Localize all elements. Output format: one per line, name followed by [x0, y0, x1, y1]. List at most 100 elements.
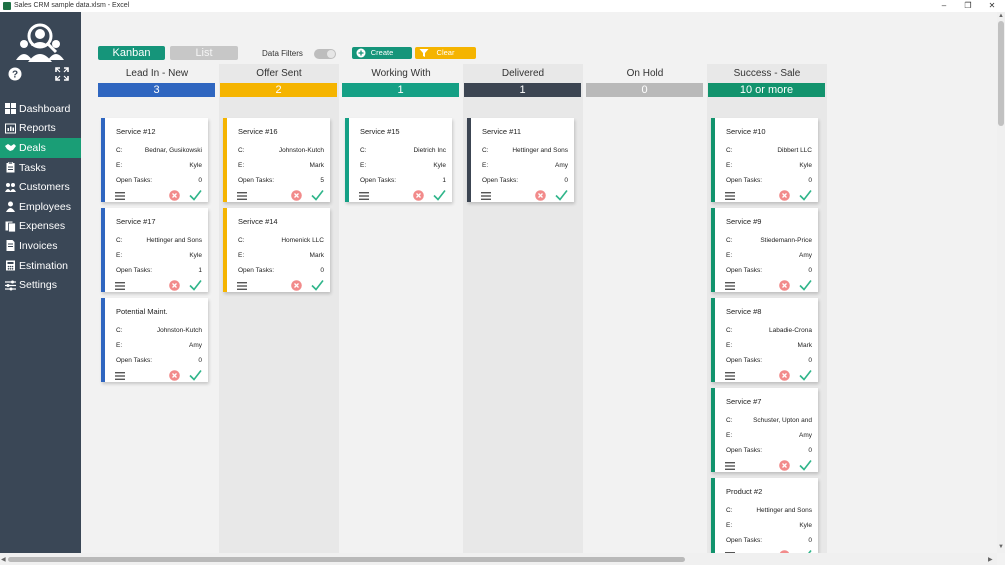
employee-label: E: — [116, 162, 123, 169]
window-titlebar: Sales CRM sample data.xlsm - Excel – ❐ ✕ — [0, 0, 1005, 12]
reject-icon[interactable] — [779, 190, 790, 201]
deal-title: Service #15 — [360, 127, 400, 136]
deal-card[interactable]: Service #9 C: Stiedemann-Price E: Amy Open Ta… — [711, 208, 818, 292]
customer-value: Hettinger and Sons — [756, 507, 812, 514]
hamburger-menu-icon[interactable] — [115, 192, 125, 200]
fullscreen-icon[interactable] — [55, 67, 69, 81]
hamburger-menu-icon[interactable] — [115, 372, 125, 380]
approve-check-icon[interactable] — [799, 189, 812, 201]
reject-icon[interactable] — [779, 280, 790, 291]
open-tasks-row: Open Tasks: 0 — [116, 357, 202, 364]
sidebar-item-settings[interactable]: Settings — [0, 275, 81, 295]
hamburger-menu-icon[interactable] — [725, 192, 735, 200]
customer-row: C: Bednar, Gusikowski — [116, 147, 202, 154]
approve-check-icon[interactable] — [555, 189, 568, 201]
reject-icon[interactable] — [779, 460, 790, 471]
help-icon[interactable]: ? — [8, 67, 22, 81]
open-tasks-row: Open Tasks: 5 — [238, 177, 324, 184]
sidebar-item-invoices[interactable]: Invoices — [0, 236, 81, 256]
kanban-column: On Hold 0 — [585, 64, 705, 553]
deal-card[interactable]: Service #12 C: Bednar, Gusikowski E: Kyle Ope… — [101, 118, 208, 202]
create-button[interactable]: Create — [352, 47, 412, 59]
scroll-down-icon[interactable]: ▼ — [998, 544, 1004, 550]
hamburger-menu-icon[interactable] — [725, 282, 735, 290]
deal-card[interactable]: Potential Maint. C: Johnston-Kutch E: Amy Ope… — [101, 298, 208, 382]
column-title: Success - Sale — [733, 68, 801, 79]
approve-check-icon[interactable] — [311, 279, 324, 291]
sidebar-item-customers[interactable]: Customers — [0, 177, 81, 197]
deal-card[interactable]: Service #15 C: Dietrich Inc E: Kyle Open Task… — [345, 118, 452, 202]
reject-icon[interactable] — [169, 370, 180, 381]
kanban-view-button[interactable]: Kanban — [98, 46, 165, 60]
clear-filters-button[interactable]: Clear — [415, 47, 476, 59]
expenses-icon — [5, 221, 16, 232]
reject-icon[interactable] — [169, 190, 180, 201]
column-title: Lead In - New — [125, 68, 189, 79]
reject-icon[interactable] — [413, 190, 424, 201]
approve-check-icon[interactable] — [433, 189, 446, 201]
sidebar-item-tasks[interactable]: Tasks — [0, 158, 81, 178]
column-count-badge: 3 — [98, 83, 215, 97]
approve-check-icon[interactable] — [799, 279, 812, 291]
hamburger-menu-icon[interactable] — [725, 462, 735, 470]
deal-card[interactable]: Serivce #14 C: Homenick LLC E: Mark Open Task… — [223, 208, 330, 292]
approve-check-icon[interactable] — [189, 279, 202, 291]
vertical-scrollbar[interactable]: ▲ ▼ — [997, 12, 1005, 553]
deal-card[interactable]: Product #2 C: Hettinger and Sons E: Kyle Open… — [711, 478, 818, 562]
open-tasks-label: Open Tasks: — [726, 357, 763, 364]
deal-card[interactable]: Service #16 C: Johnston-Kutch E: Mark Open Ta… — [223, 118, 330, 202]
horizontal-scroll-thumb[interactable] — [8, 557, 685, 562]
employee-icon — [5, 201, 16, 213]
scroll-left-icon[interactable]: ◀ — [1, 557, 6, 563]
hamburger-menu-icon[interactable] — [237, 282, 247, 290]
approve-check-icon[interactable] — [189, 189, 202, 201]
restore-button[interactable]: ❐ — [964, 1, 972, 10]
sidebar-item-deals[interactable]: Deals — [0, 138, 85, 158]
approve-check-icon[interactable] — [311, 189, 324, 201]
reject-icon[interactable] — [535, 190, 546, 201]
data-filters-toggle[interactable] — [314, 49, 336, 59]
deal-card[interactable]: Service #8 C: Labadie-Crona E: Mark Open Task… — [711, 298, 818, 382]
excel-icon — [3, 2, 11, 10]
minimize-button[interactable]: – — [941, 1, 947, 10]
deal-card[interactable]: Service #10 C: Dibbert LLC E: Kyle Open Tasks… — [711, 118, 818, 202]
reject-icon[interactable] — [291, 190, 302, 201]
approve-check-icon[interactable] — [799, 369, 812, 381]
approve-check-icon[interactable] — [189, 369, 202, 381]
sidebar-item-dashboard[interactable]: Dashboard — [0, 99, 81, 119]
reject-icon[interactable] — [169, 280, 180, 291]
employee-value: Mark — [309, 252, 324, 259]
deal-card[interactable]: Service #11 C: Hettinger and Sons E: Amy Open… — [467, 118, 574, 202]
tasks-icon — [5, 162, 16, 173]
reject-icon[interactable] — [779, 370, 790, 381]
dashboard-icon — [5, 103, 16, 115]
reject-icon[interactable] — [291, 280, 302, 291]
hamburger-menu-icon[interactable] — [237, 192, 247, 200]
employee-label: E: — [116, 342, 123, 349]
sidebar-item-employees[interactable]: Employees — [0, 197, 81, 217]
deal-card[interactable]: Service #17 C: Hettinger and Sons E: Kyle Ope… — [101, 208, 208, 292]
deal-card[interactable]: Service #7 C: Schuster, Upton and E: Amy Open… — [711, 388, 818, 472]
vertical-scroll-thumb[interactable] — [998, 21, 1004, 126]
close-button[interactable]: ✕ — [988, 1, 996, 10]
sidebar-item-label: Expenses — [19, 220, 66, 233]
deal-title: Service #8 — [726, 307, 762, 316]
employee-value: Amy — [799, 252, 812, 259]
employee-label: E: — [726, 252, 733, 259]
scroll-up-icon[interactable]: ▲ — [998, 13, 1004, 19]
open-tasks-row: Open Tasks: 0 — [726, 177, 812, 184]
hamburger-menu-icon[interactable] — [725, 372, 735, 380]
hamburger-menu-icon[interactable] — [481, 192, 491, 200]
sidebar-item-expenses[interactable]: Expenses — [0, 217, 81, 237]
employee-row: E: Mark — [726, 342, 812, 349]
sidebar-item-reports[interactable]: Reports — [0, 119, 81, 139]
open-tasks-label: Open Tasks: — [726, 177, 763, 184]
window-title: Sales CRM sample data.xlsm - Excel — [14, 2, 130, 9]
hamburger-menu-icon[interactable] — [115, 282, 125, 290]
approve-check-icon[interactable] — [799, 459, 812, 471]
horizontal-scrollbar[interactable]: ◀ ▶ — [0, 553, 997, 565]
scroll-right-icon[interactable]: ▶ — [988, 557, 993, 563]
sidebar-item-estimation[interactable]: Estimation — [0, 256, 81, 276]
hamburger-menu-icon[interactable] — [359, 192, 369, 200]
list-view-button[interactable]: List — [170, 46, 238, 60]
